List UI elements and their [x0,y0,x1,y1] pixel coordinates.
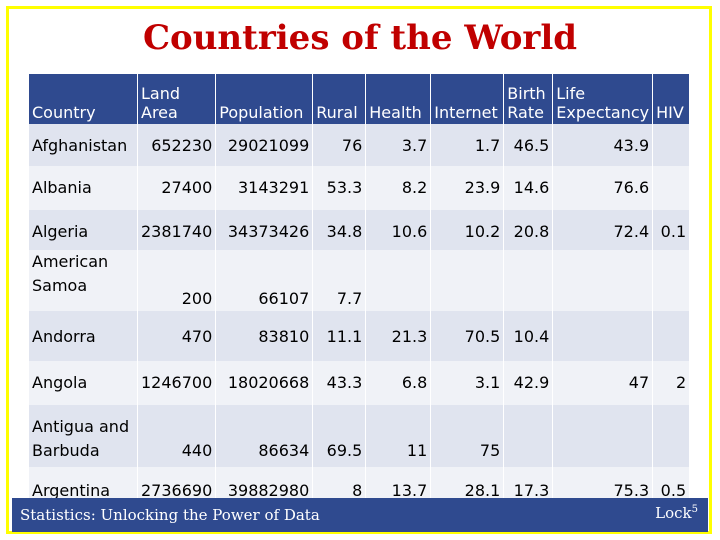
cell-rural: 53.3 [312,166,367,210]
table-row: Angola 1246700 18020668 43.3 6.8 3.1 42.… [28,361,691,405]
cell-population: 18020668 [215,361,314,405]
cell-land-area: 1246700 [136,361,217,405]
cell-population: 66107 [215,250,314,311]
slide-footer: Statistics: Unlocking the Power of Data … [12,498,708,532]
cell-population: 3143291 [215,166,314,210]
cell-hiv: 2 [652,361,691,405]
cell-internet: 1.7 [430,124,505,166]
cell-country: Angola [28,361,138,405]
cell-rural: 76 [312,124,367,166]
cell-internet: 23.9 [430,166,505,210]
header-land-area: Land Area [136,74,217,124]
table-row: Albania 27400 3143291 53.3 8.2 23.9 14.6… [28,166,691,210]
cell-hiv [652,166,691,210]
cell-rural: 7.7 [312,250,367,311]
cell-birth-rate: 42.9 [503,361,554,405]
cell-country: Algeria [28,210,138,250]
cell-land-area: 2381740 [136,210,217,250]
cell-internet: 75 [430,405,505,467]
cell-hiv [652,405,691,467]
cell-life-expectancy [552,250,654,311]
header-population: Population [215,74,314,124]
cell-birth-rate: 14.6 [503,166,554,210]
cell-life-expectancy: 47 [552,361,654,405]
cell-health: 6.8 [365,361,432,405]
cell-land-area: 27400 [136,166,217,210]
header-health: Health [365,74,432,124]
cell-country: Albania [28,166,138,210]
cell-country: Antigua and Barbuda [28,405,138,467]
header-internet: Internet [430,74,505,124]
cell-rural: 69.5 [312,405,367,467]
cell-life-expectancy: 43.9 [552,124,654,166]
cell-population: 86634 [215,405,314,467]
cell-rural: 43.3 [312,361,367,405]
cell-birth-rate [503,250,554,311]
cell-internet: 3.1 [430,361,505,405]
cell-health: 11 [365,405,432,467]
cell-birth-rate: 20.8 [503,210,554,250]
cell-birth-rate: 10.4 [503,311,554,361]
cell-health [365,250,432,311]
header-country: Country [28,74,138,124]
cell-life-expectancy [552,311,654,361]
table-row: Antigua and Barbuda 440 86634 69.5 11 75 [28,405,691,467]
cell-country: American Samoa [28,250,138,311]
cell-birth-rate: 46.5 [503,124,554,166]
footer-book-title: Statistics: Unlocking the Power of Data [20,506,320,524]
countries-table: Country Land Area Population Rural Health… [28,74,691,513]
cell-rural: 11.1 [312,311,367,361]
header-hiv: HIV [652,74,691,124]
cell-country: Afghanistan [28,124,138,166]
cell-population: 29021099 [215,124,314,166]
cell-health: 8.2 [365,166,432,210]
table-row: American Samoa 200 66107 7.7 [28,250,691,311]
cell-land-area: 652230 [136,124,217,166]
table-row: Afghanistan 652230 29021099 76 3.7 1.7 4… [28,124,691,166]
cell-population: 34373426 [215,210,314,250]
footer-author: Lock5 [655,504,698,522]
cell-land-area: 470 [136,311,217,361]
table-header-row: Country Land Area Population Rural Health… [28,74,691,124]
cell-internet: 10.2 [430,210,505,250]
cell-hiv: 0.1 [652,210,691,250]
cell-internet: 70.5 [430,311,505,361]
cell-life-expectancy: 76.6 [552,166,654,210]
cell-health: 21.3 [365,311,432,361]
cell-internet [430,250,505,311]
cell-rural: 34.8 [312,210,367,250]
cell-life-expectancy [552,405,654,467]
table-row: Andorra 470 83810 11.1 21.3 70.5 10.4 [28,311,691,361]
header-birth-rate: Birth Rate [503,74,554,124]
table-row: Algeria 2381740 34373426 34.8 10.6 10.2 … [28,210,691,250]
cell-health: 3.7 [365,124,432,166]
cell-hiv [652,124,691,166]
cell-hiv [652,311,691,361]
cell-hiv [652,250,691,311]
cell-population: 83810 [215,311,314,361]
cell-country: Andorra [28,311,138,361]
slide-title: Countries of the World [142,18,578,58]
cell-land-area: 200 [136,250,217,311]
header-rural: Rural [312,74,367,124]
header-life-expectancy: Life Expectancy [552,74,654,124]
cell-health: 10.6 [365,210,432,250]
cell-land-area: 440 [136,405,217,467]
cell-birth-rate [503,405,554,467]
cell-life-expectancy: 72.4 [552,210,654,250]
